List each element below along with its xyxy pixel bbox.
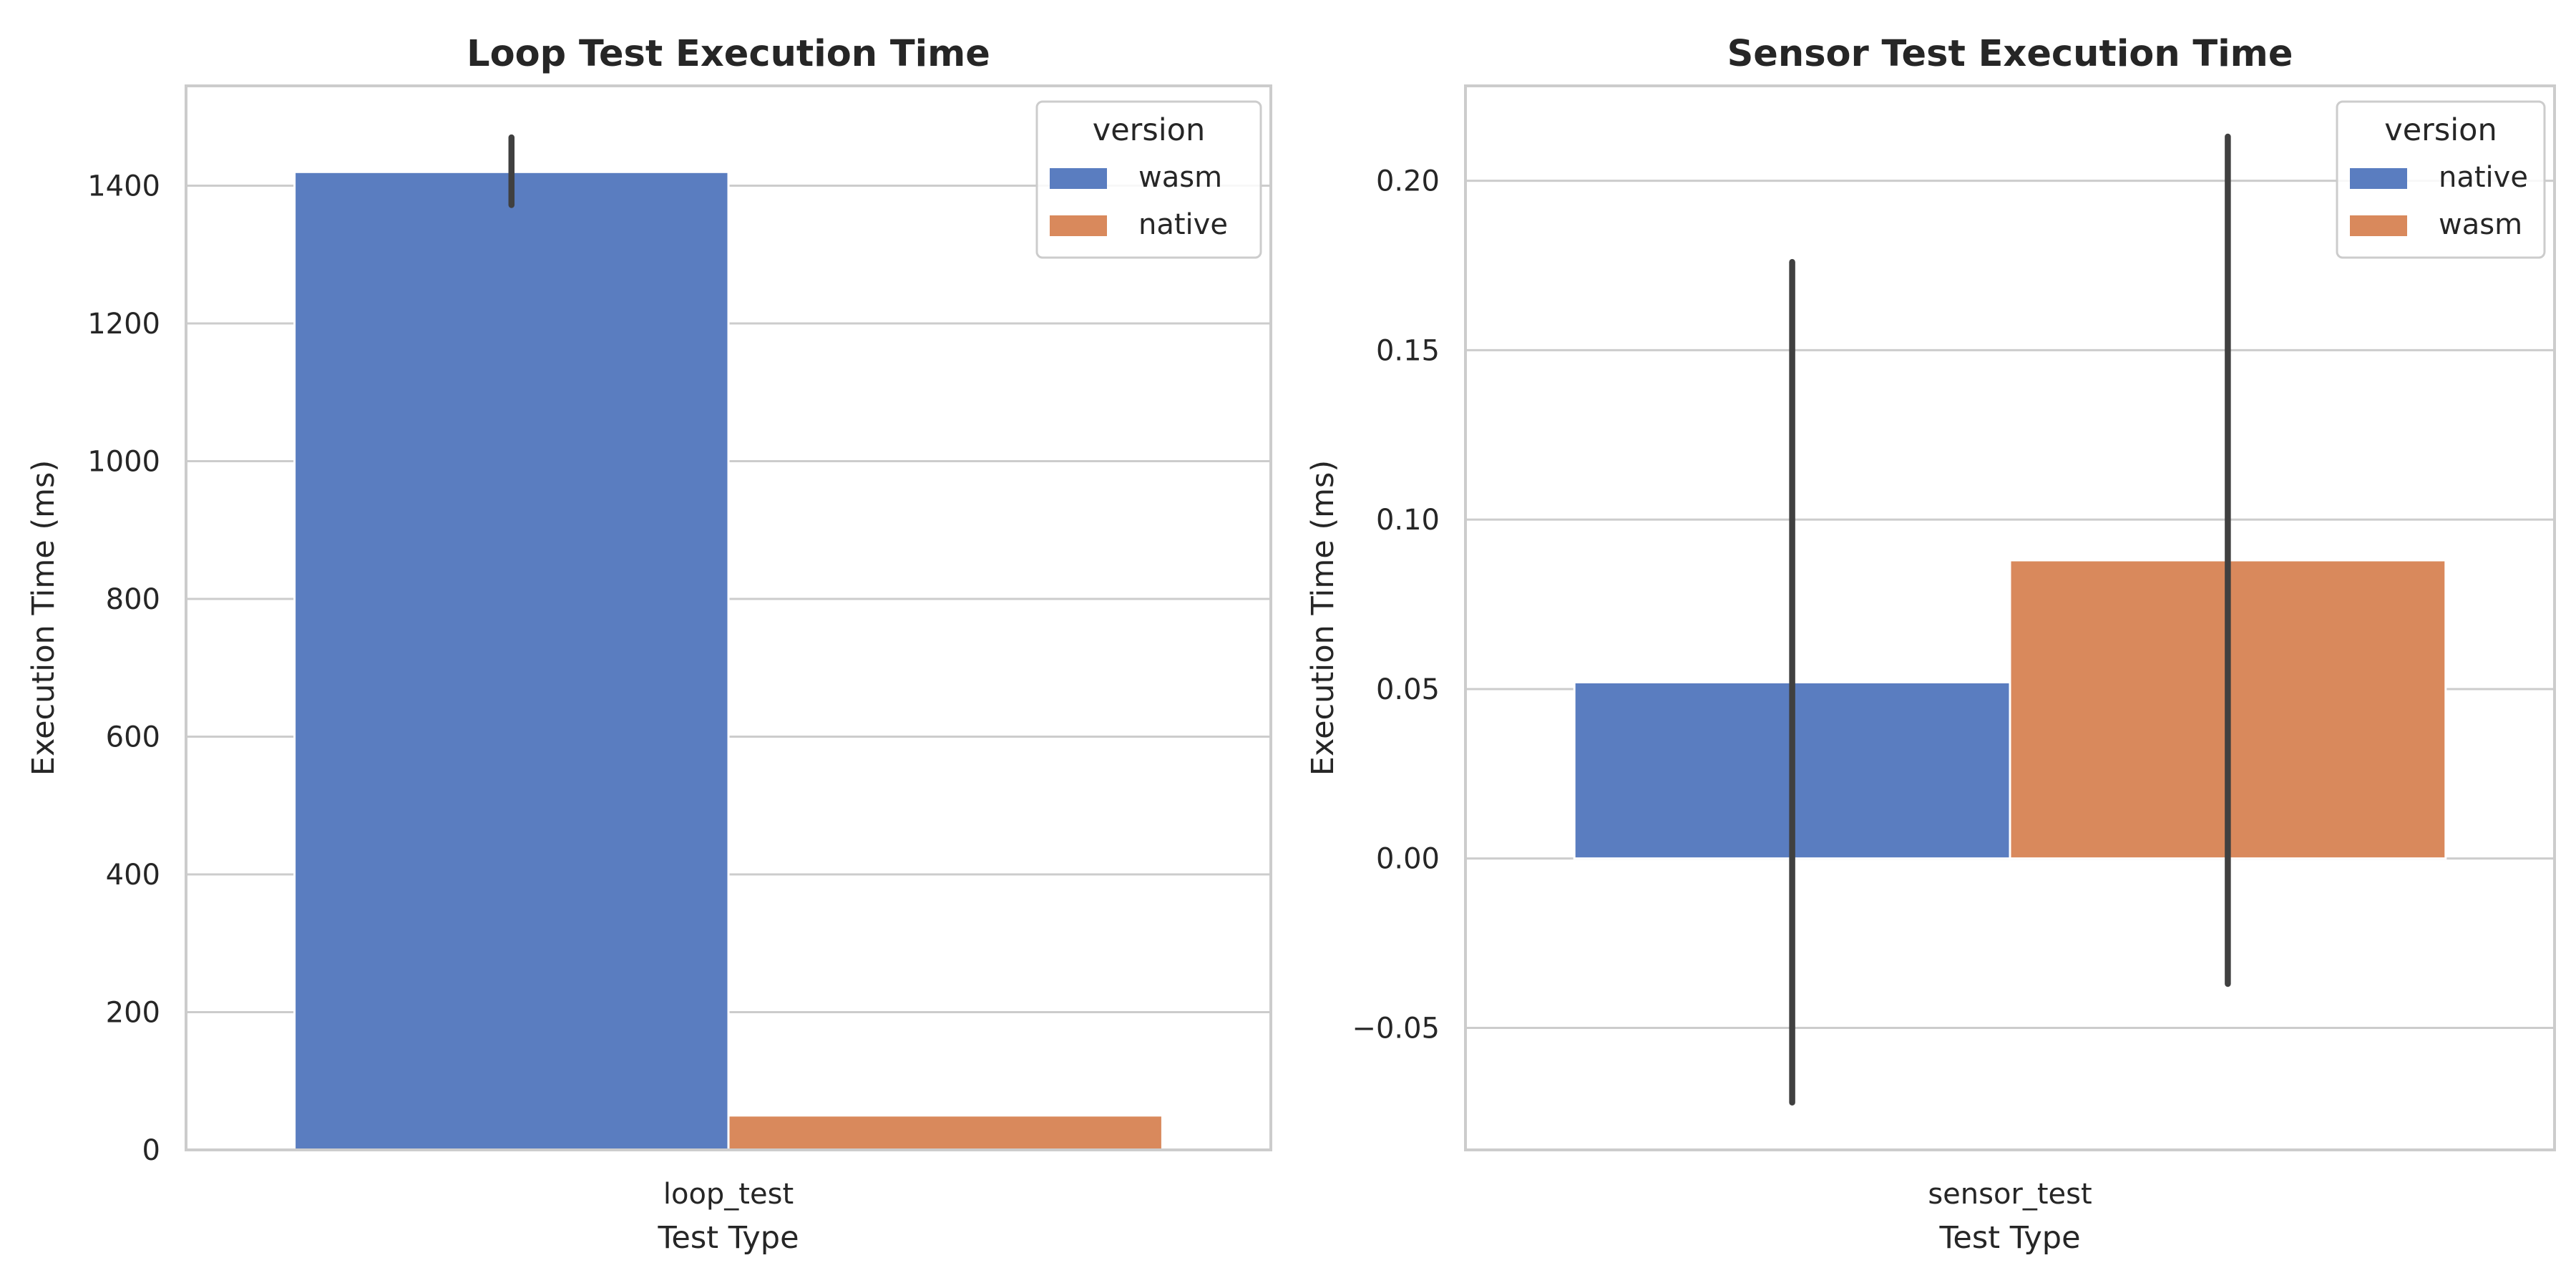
chart-title: Loop Test Execution Time <box>467 33 990 75</box>
y-axis-label: Execution Time (ms) <box>1305 460 1341 776</box>
legend-swatch-native <box>2350 168 2407 189</box>
y-tick-label: 0.05 <box>1376 673 1440 706</box>
chart-title: Sensor Test Execution Time <box>1727 33 2293 75</box>
legend-swatch-native <box>1050 215 1107 236</box>
y-tick-label: 0.20 <box>1376 165 1440 198</box>
legend-label-wasm: wasm <box>1138 161 1222 194</box>
y-tick-label: 0.00 <box>1376 843 1440 876</box>
legend: version native wasm <box>2336 100 2546 259</box>
legend-label-native: native <box>2439 161 2528 194</box>
bar-wasm <box>293 170 730 1151</box>
legend-swatch-wasm <box>2350 215 2407 236</box>
bar-native <box>727 1114 1163 1151</box>
plot-frame <box>185 84 1272 1151</box>
legend-swatch-wasm <box>1050 168 1107 189</box>
legend: version wasm native <box>1035 100 1262 259</box>
legend-label-native: native <box>1138 208 1228 241</box>
y-axis-label: Execution Time (ms) <box>26 460 62 776</box>
x-axis-label: Test Type <box>657 1220 799 1256</box>
y-tick-label: 0.10 <box>1376 504 1440 537</box>
y-tick-label: 1200 <box>87 308 160 341</box>
y-tick-label: −0.05 <box>1352 1013 1440 1045</box>
x-axis-label: Test Type <box>1938 1220 2080 1256</box>
y-tick-label: 1000 <box>87 446 160 479</box>
legend-label-wasm: wasm <box>2439 208 2522 241</box>
x-tick-label: loop_test <box>663 1178 794 1211</box>
y-tick-label: 0 <box>142 1134 160 1167</box>
legend-title: version <box>2384 112 2497 148</box>
y-tick-label: 600 <box>106 721 160 754</box>
chart-panel-1: 0 200 400 600 800 1000 1200 1400 loop_test Test T… <box>26 33 1272 1256</box>
x-tick-label: sensor_test <box>1928 1178 2092 1211</box>
y-tick-label: 400 <box>106 859 160 892</box>
legend-title: version <box>1093 112 1206 148</box>
chart-panel-2: −0.05 0.00 0.05 0.10 0.15 0.20 sensor_test Test… <box>1305 33 2556 1256</box>
y-tick-label: 1400 <box>87 170 160 203</box>
y-tick-label: 200 <box>106 997 160 1030</box>
y-tick-label: 0.15 <box>1376 334 1440 367</box>
y-tick-label: 800 <box>106 583 160 616</box>
plot-frame <box>1464 84 2556 1151</box>
